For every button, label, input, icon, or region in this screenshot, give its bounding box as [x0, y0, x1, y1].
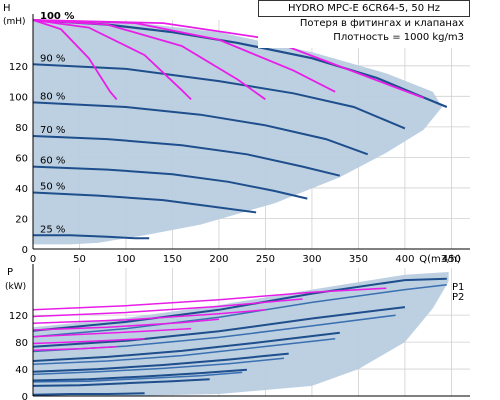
speed-curve — [32, 191, 257, 214]
p1-power-curve — [32, 352, 289, 373]
x-tick-label: 250 — [256, 254, 275, 265]
p1-power-curve — [32, 368, 247, 382]
speed-curve-label: 60 % — [40, 156, 65, 167]
loss-curve — [32, 19, 192, 101]
loss-power-curve — [32, 298, 303, 318]
x-tick-label: 400 — [395, 254, 414, 265]
speed-curve-label: 25 % — [40, 224, 65, 235]
subtitle-line-fittings-loss: Потеря в фитингах и клапанах — [299, 18, 464, 29]
speed-curve — [32, 135, 341, 177]
operating-area — [33, 20, 443, 245]
x-axis-label: Q(m3/h) — [419, 254, 461, 265]
p2-power-curve — [32, 337, 336, 366]
x-tick-label: 300 — [302, 254, 321, 265]
speed-curve-label: 80 % — [40, 91, 65, 102]
head-flow-chart: 0 20 40 60 80 100 120 0 50 100 150 200 250 300 350 400 4… — [3, 3, 470, 265]
y-tick-label: 0 — [22, 245, 28, 256]
x-tick-label: 450 — [442, 254, 461, 265]
loss-power-curve — [32, 287, 387, 311]
y-tick-label: 20 — [15, 214, 28, 225]
loss-power-curve — [32, 346, 117, 351]
speed-curve-label: 50 % — [40, 182, 65, 193]
p2-power-curve — [32, 357, 285, 376]
x-tick-label: 50 — [73, 254, 86, 265]
y-tick-label: 120 — [9, 62, 28, 73]
y-axis-label: P — [7, 267, 13, 278]
speed-curve-label: 90 % — [40, 53, 65, 64]
x-tick-label: 200 — [209, 254, 228, 265]
series-label-p1: P1 — [452, 282, 464, 293]
y-axis-unit: (kW) — [5, 282, 26, 292]
y-tick-label: 40 — [15, 365, 28, 376]
loss-curve — [32, 19, 118, 100]
chart-title: HYDRO MPC-E 6CR64-5, 50 Hz — [258, 0, 470, 17]
speed-curve — [32, 165, 308, 200]
x-tick-label: 150 — [163, 254, 182, 265]
loss-power-curve — [32, 337, 145, 345]
y-tick-label: 120 — [9, 311, 28, 322]
speed-curve-label: 100 % — [40, 11, 74, 22]
p1-power-curve — [32, 306, 406, 348]
p1-power-curve — [32, 378, 210, 387]
series-label-p2: P2 — [452, 292, 464, 303]
x-tick-label: 100 — [116, 254, 135, 265]
speed-curve — [32, 63, 406, 130]
y-tick-label: 100 — [9, 92, 28, 103]
y-axis-label: H — [3, 3, 11, 14]
loss-power-curve — [32, 327, 192, 338]
y-tick-label: 80 — [15, 123, 28, 134]
x-tick-label: 0 — [30, 254, 36, 265]
loss-power-curve — [32, 309, 266, 324]
p1-power-curve — [32, 331, 340, 362]
speed-curve — [32, 101, 369, 156]
y-axis-unit: (mH) — [3, 17, 26, 27]
y-tick-label: 40 — [15, 184, 28, 195]
p2-power-curve — [32, 371, 243, 383]
y-tick-label: 60 — [15, 153, 28, 164]
x-tick-label: 350 — [349, 254, 368, 265]
y-tick-label: 0 — [22, 392, 28, 400]
y-tick-label: 80 — [15, 338, 28, 349]
loss-curve — [32, 19, 266, 101]
subtitle-line-density: Плотность = 1000 kg/m3 — [333, 32, 464, 43]
loss-power-curve — [32, 318, 220, 331]
p1-power-curve — [32, 392, 145, 396]
speed-curve-label: 70 % — [40, 125, 65, 136]
chart-info-box: HYDRO MPC-E 6CR64-5, 50 Hz Потеря в фити… — [258, 0, 470, 48]
p2-power-curve — [32, 284, 447, 338]
speed-curve — [33, 234, 150, 240]
